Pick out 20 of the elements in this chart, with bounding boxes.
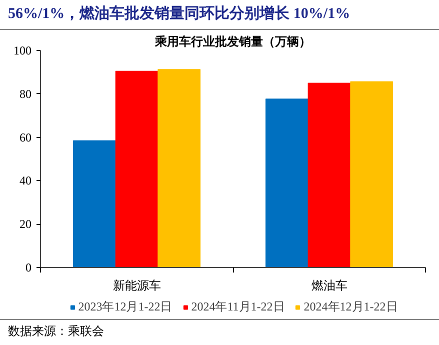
y-tick-label: 60 [20,130,32,144]
chart-title: 乘用车行业批发销量（万辆） [154,34,311,48]
source-note: 数据来源：乘联会 [8,323,104,340]
x-tick-label: 新能源车 [112,278,161,292]
y-tick-label: 80 [20,86,32,101]
bar [115,70,158,268]
y-tick-label: 20 [20,217,32,232]
legend-label: 2023年12月1-22日 [78,298,172,316]
bar [158,69,201,268]
text: 56%/1%，燃油车批发销量同环比分别增长 10%/1% [8,4,350,24]
legend-label: 2024年12月1-22日 [304,298,398,316]
legend-label: 2024年11月1-22日 [191,298,285,316]
bar [72,140,116,268]
bar [350,81,394,268]
bar [265,98,308,268]
y-tick-label: 100 [14,44,32,58]
bar [308,82,351,268]
y-tick-label: 40 [20,174,32,188]
y-tick-label: 0 [26,260,32,274]
x-tick-label: 燃油车 [311,278,348,292]
